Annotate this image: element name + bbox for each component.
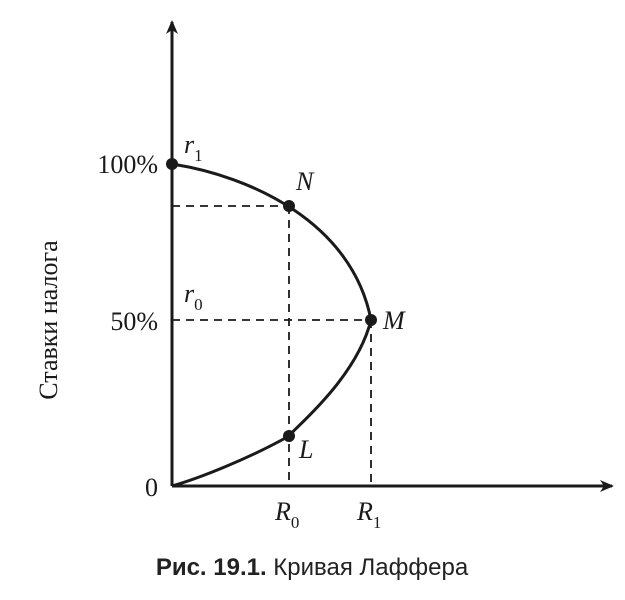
x-tick-r0: R0 — [274, 497, 299, 532]
point-m-dot — [365, 314, 377, 326]
y-tick-100: 100% — [97, 150, 158, 179]
point-n-dot — [283, 200, 295, 212]
figure-caption: Рис. 19.1. Кривая Лаффера — [156, 554, 469, 581]
point-l-dot — [283, 430, 295, 442]
point-label-l: L — [298, 435, 313, 464]
point-r1-dot — [166, 158, 178, 170]
figure-caption-prefix: Рис. 19.1. — [156, 554, 267, 581]
point-label-m: M — [382, 306, 406, 335]
y-axis-label: Ставки налога — [34, 240, 63, 400]
x-tick-r1: R1 — [356, 497, 381, 532]
figure-caption-text: Кривая Лаффера — [267, 554, 469, 581]
y-tick-50: 50% — [110, 307, 158, 336]
y-tick-0: 0 — [145, 473, 158, 502]
point-label-n: N — [295, 167, 315, 196]
laffer-curve — [171, 162, 373, 488]
rate-label-r0: r0 — [184, 279, 203, 314]
rate-label-r1: r1 — [184, 130, 203, 165]
